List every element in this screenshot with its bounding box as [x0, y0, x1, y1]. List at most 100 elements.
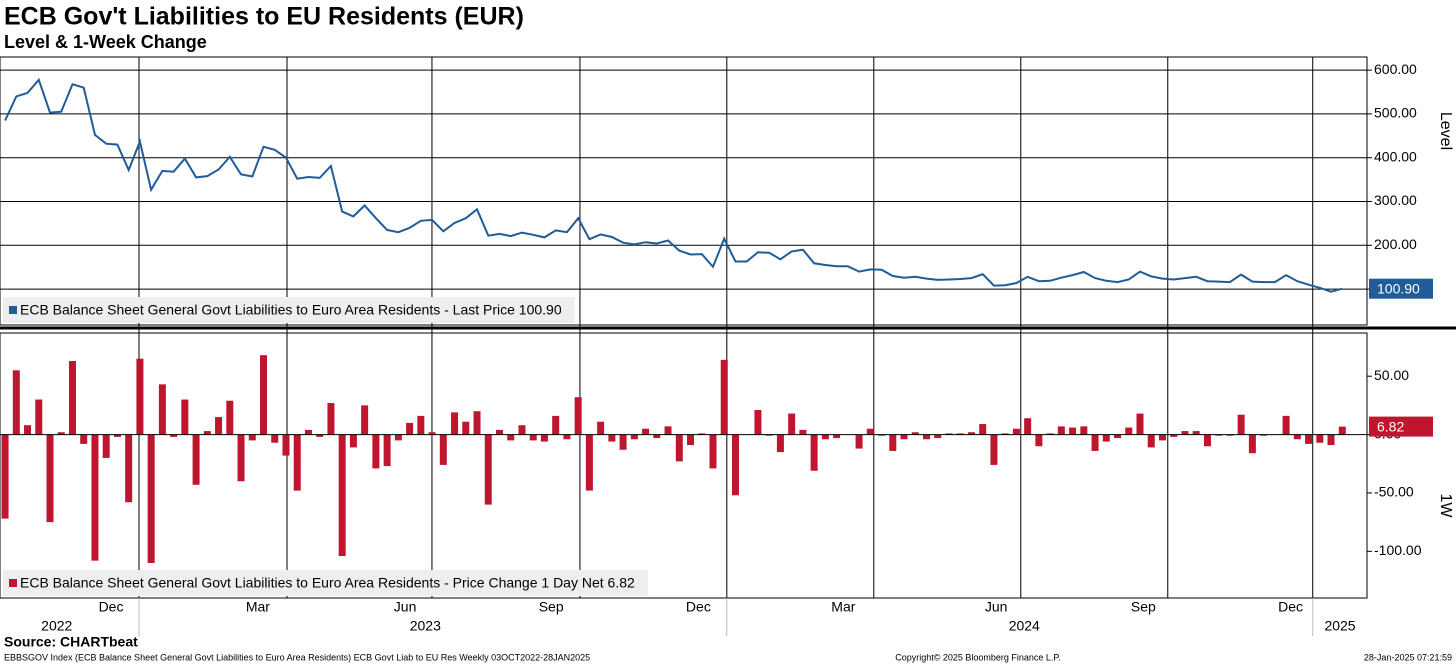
bar	[1080, 426, 1088, 435]
x-tick-label: Jun	[394, 599, 417, 615]
bar	[102, 434, 110, 458]
y-axis-label: 1W	[1437, 494, 1454, 519]
bar	[1181, 431, 1189, 435]
footer-right: 28-Jan-2025 07:21:59	[1364, 652, 1452, 662]
bar	[776, 434, 784, 453]
bar	[1226, 434, 1234, 436]
bar	[911, 432, 919, 435]
footer-center: Copyright© 2025 Bloomberg Finance L.P.	[895, 652, 1061, 662]
bar	[878, 434, 886, 436]
year-label: 2022	[41, 618, 72, 634]
bar	[484, 434, 492, 505]
bar	[698, 433, 706, 435]
bar	[80, 434, 88, 444]
bar	[563, 434, 571, 440]
bar	[664, 426, 672, 435]
last-label: 100.90	[1377, 280, 1420, 296]
bar	[237, 434, 245, 482]
x-tick-label: Sep	[539, 599, 564, 615]
bar	[316, 434, 324, 437]
bar	[574, 397, 582, 435]
bar	[304, 429, 312, 435]
y-tick-label: 50.00	[1374, 367, 1409, 383]
chart-title: ECB Gov't Liabilities to EU Residents (E…	[4, 3, 524, 31]
bar	[147, 434, 155, 563]
bar	[428, 432, 436, 435]
bar	[889, 434, 897, 451]
bar	[282, 434, 290, 456]
bar	[1282, 415, 1290, 435]
bar	[125, 434, 133, 503]
bar	[720, 359, 728, 435]
bar	[855, 434, 863, 449]
bar	[956, 433, 964, 435]
bar	[361, 405, 369, 435]
bar	[24, 425, 32, 435]
x-tick-label: Mar	[831, 599, 855, 615]
bar	[1024, 418, 1032, 435]
source: Source: CHARTbeat	[4, 634, 138, 650]
bar	[12, 370, 20, 435]
bar	[215, 417, 223, 435]
bar	[810, 434, 818, 471]
bar	[1, 434, 9, 519]
bar	[608, 434, 616, 442]
bar	[158, 384, 166, 435]
bar	[866, 428, 874, 435]
bottom-frame	[0, 332, 1368, 599]
top-frame	[0, 56, 1368, 326]
bar	[585, 434, 593, 491]
bar	[113, 434, 121, 437]
legend-swatch	[9, 579, 17, 587]
bar	[630, 434, 638, 440]
x-tick-label: Dec	[686, 599, 711, 615]
bar	[731, 434, 739, 496]
bar	[619, 434, 627, 450]
bar	[597, 421, 605, 435]
bar	[293, 434, 301, 491]
legend-swatch	[9, 306, 17, 314]
bar	[1327, 434, 1335, 446]
bar	[821, 434, 829, 440]
bar	[417, 415, 425, 435]
y-axis-label: Level	[1437, 112, 1454, 150]
bar	[462, 421, 470, 435]
y-tick-label: -50.00	[1374, 484, 1414, 500]
bar	[765, 434, 773, 436]
bar	[495, 429, 503, 435]
bar	[248, 434, 256, 441]
bar	[979, 424, 987, 435]
bar	[451, 412, 459, 435]
bar	[1248, 434, 1256, 454]
footer-left: EBBSGOV Index (ECB Balance Sheet General…	[4, 652, 590, 662]
y-tick-label: 200.00	[1374, 236, 1417, 252]
y-tick-label: 400.00	[1374, 148, 1417, 164]
legend-label: ECB Balance Sheet General Govt Liabiliti…	[20, 575, 635, 591]
bar	[192, 434, 200, 485]
bar	[552, 415, 560, 435]
bar	[1203, 434, 1211, 447]
bar	[833, 434, 841, 439]
y-tick-label: 600.00	[1374, 61, 1417, 77]
bar	[642, 428, 650, 435]
bar	[136, 358, 144, 435]
bar	[1215, 434, 1223, 436]
bar	[507, 434, 515, 441]
legend-box	[3, 297, 575, 323]
x-tick-label: Mar	[246, 599, 270, 615]
bar	[945, 433, 953, 435]
last-badge	[1369, 416, 1433, 437]
bar	[260, 355, 268, 435]
bar	[57, 432, 65, 435]
bar	[1147, 434, 1155, 448]
bar	[990, 434, 998, 465]
bar	[1293, 434, 1301, 440]
bar	[788, 413, 796, 435]
bar	[372, 434, 380, 469]
bar	[1125, 427, 1133, 435]
x-tick-label: Dec	[1278, 599, 1303, 615]
year-label: 2025	[1324, 618, 1355, 634]
bar	[653, 434, 661, 439]
bar	[967, 432, 975, 435]
bar	[675, 434, 683, 462]
